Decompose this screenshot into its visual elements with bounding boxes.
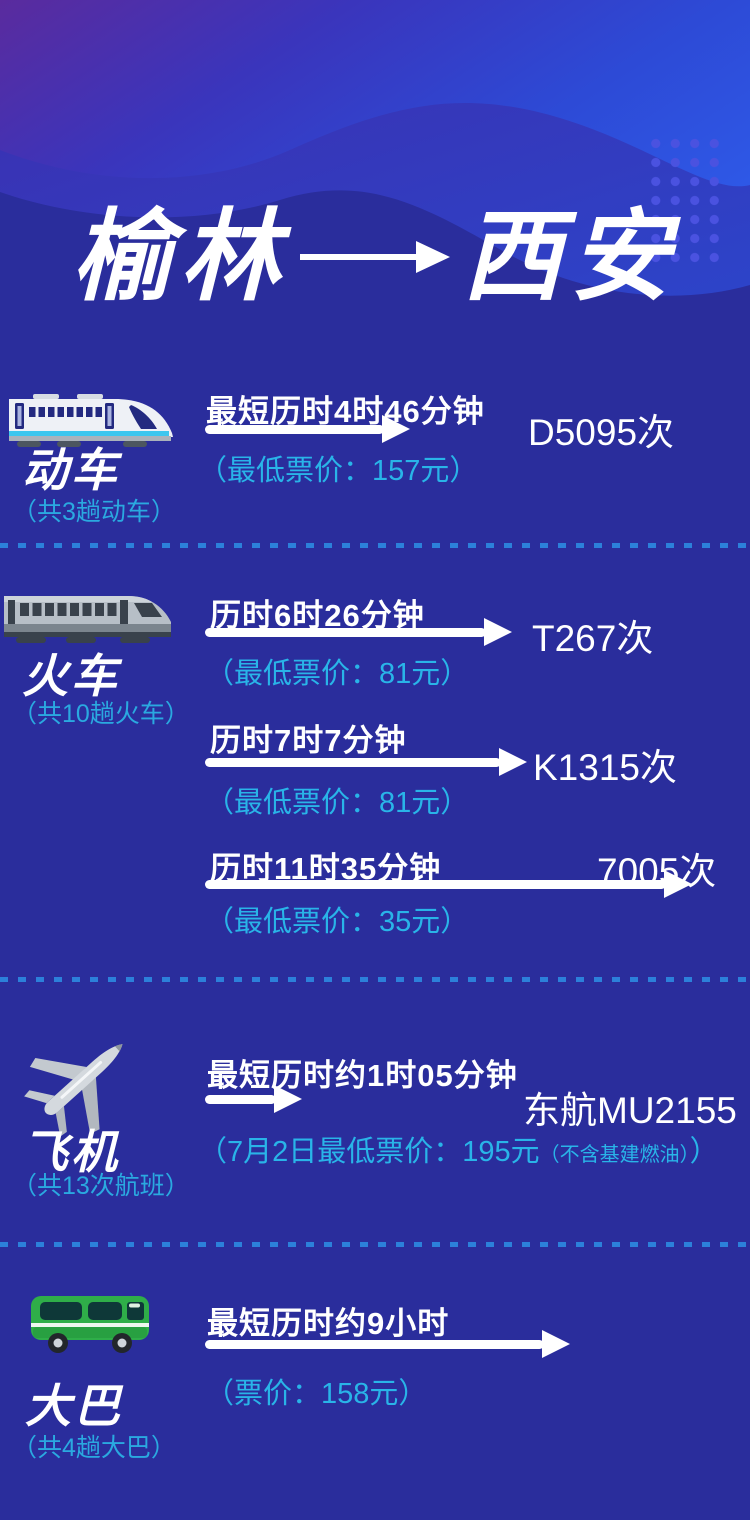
section-label-huoche: 火车 xyxy=(22,650,120,702)
duration-label: 历时7时7分钟 xyxy=(210,723,407,758)
airplane-icon xyxy=(24,1044,123,1137)
page-title: 榆林 西安 xyxy=(50,192,700,322)
dashed-separator xyxy=(0,543,750,548)
dashed-separator xyxy=(0,977,750,982)
dashed-separator xyxy=(0,1242,750,1247)
price-close: ） xyxy=(689,1136,719,1168)
section-count-dongche: （共3趟动车） xyxy=(12,498,176,526)
title-arrow-icon xyxy=(300,241,450,273)
route-arrow-icon xyxy=(205,415,410,443)
price-label: （最低票价：35元） xyxy=(205,906,470,938)
duration-label: 最短历时约1时05分钟 xyxy=(207,1058,518,1093)
train-number: D5095次 xyxy=(528,412,675,453)
section-label-dongche: 动车 xyxy=(22,444,120,496)
train-number: T267次 xyxy=(532,618,654,659)
destination-city: 西安 xyxy=(462,200,678,313)
route-arrow-icon xyxy=(205,618,512,646)
flight-number: 东航MU2155 xyxy=(523,1090,737,1131)
bus-icon xyxy=(31,1296,149,1353)
section-label-feiji: 飞机 xyxy=(22,1126,120,1178)
route-arrow-icon xyxy=(205,748,527,776)
background-waves xyxy=(0,0,750,345)
bullet-train-icon xyxy=(9,394,173,447)
section-label-daba: 大巴 xyxy=(25,1380,123,1432)
price-label: （票价：158元） xyxy=(205,1378,428,1410)
classic-train-icon xyxy=(4,596,171,643)
duration-label: 最短历时约9小时 xyxy=(207,1306,450,1341)
price-main: （7月2日最低票价：195元 xyxy=(198,1136,540,1168)
section-count-feiji: （共13次航班） xyxy=(12,1172,190,1200)
route-arrow-icon xyxy=(205,870,692,898)
section-count-daba: （共4趟大巴） xyxy=(12,1434,176,1462)
price-label: （最低票价：81元） xyxy=(205,658,470,690)
section-count-huoche: （共10趟火车） xyxy=(12,700,190,728)
price-label: （最低票价：157元） xyxy=(198,455,479,487)
route-arrow-icon xyxy=(205,1330,570,1358)
duration-label: 历时6时26分钟 xyxy=(210,598,425,633)
origin-city: 榆林 xyxy=(72,200,288,313)
price-label: （最低票价：81元） xyxy=(205,787,470,819)
price-label: （7月2日最低票价：195元（不含基建燃油）） xyxy=(198,1128,719,1170)
dots-pattern xyxy=(646,134,726,267)
route-arrow-icon xyxy=(205,1085,302,1113)
price-note: （不含基建燃油） xyxy=(539,1144,690,1166)
train-number: K1315次 xyxy=(533,747,677,788)
duration-label: 最短历时4时46分钟 xyxy=(206,394,485,429)
